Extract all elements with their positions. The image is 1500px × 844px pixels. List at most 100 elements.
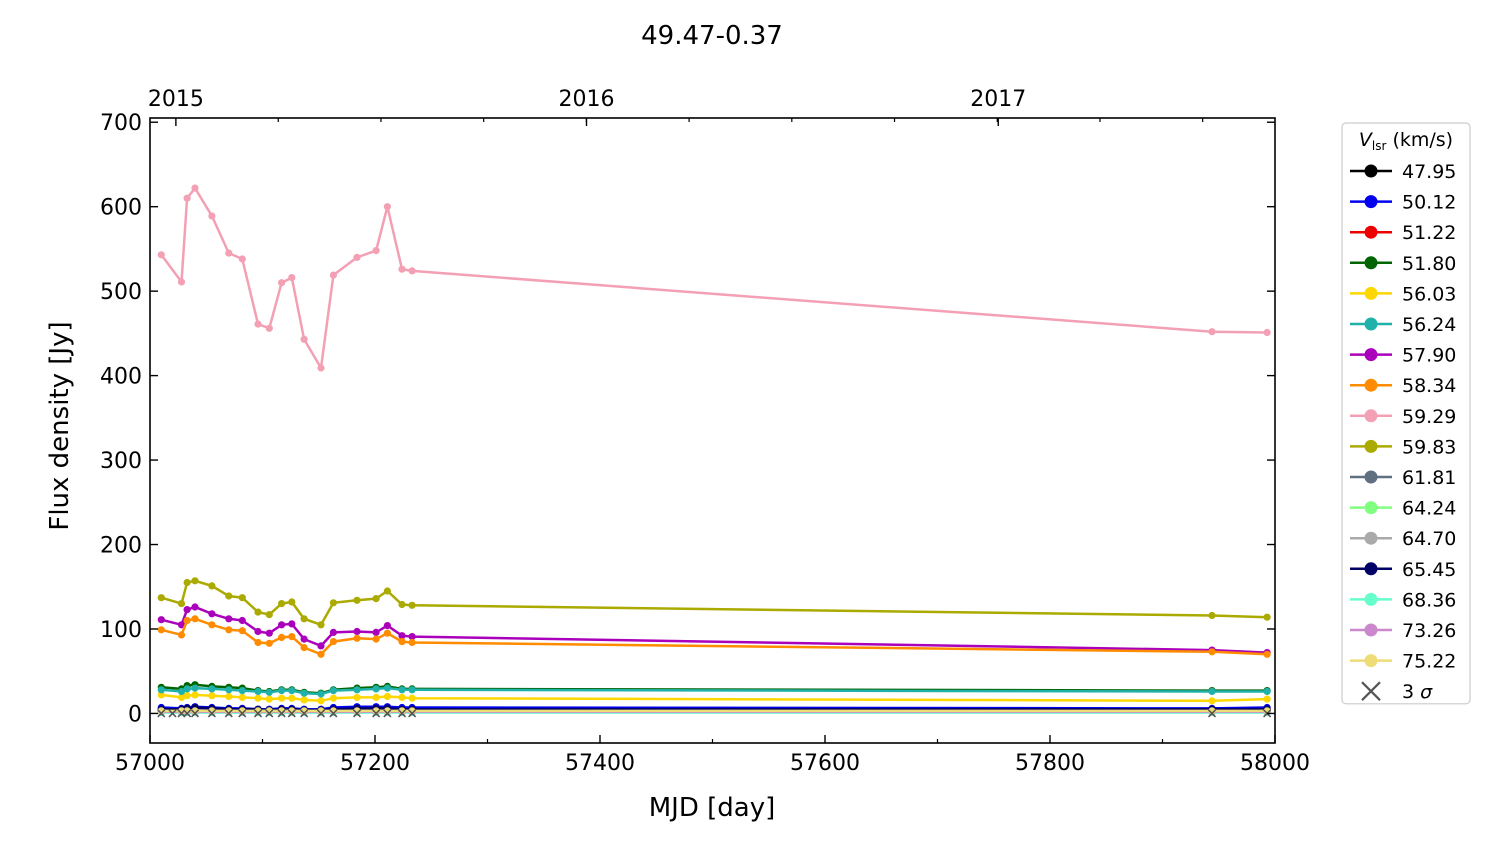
legend-marker: [1364, 531, 1378, 545]
data-point: [353, 693, 361, 702]
data-point: [1263, 695, 1271, 703]
data-point: [225, 692, 233, 701]
legend-entry-label: 73.26: [1402, 620, 1456, 642]
data-point: [1263, 613, 1271, 621]
data-point: [372, 693, 380, 702]
data-point: [157, 616, 165, 624]
upper-limit-marker: [372, 709, 381, 718]
upper-limit-stroke: [190, 709, 200, 718]
data-point: [408, 638, 416, 647]
upper-limit-marker: [224, 709, 233, 718]
legend-entry-label: 68.36: [1402, 589, 1456, 611]
data-point: [278, 621, 286, 629]
x-tick-label: 57400: [565, 751, 635, 776]
data-point: [177, 278, 186, 286]
data-point: [317, 697, 325, 705]
data-point: [398, 638, 406, 646]
series-line-59.83: [160, 579, 1268, 627]
data-point: [191, 577, 199, 585]
data-point: [300, 689, 308, 697]
data-point: [398, 686, 406, 694]
data-point: [288, 633, 296, 641]
data-point: [317, 364, 325, 372]
series-line-56.03: [161, 693, 1268, 703]
data-point: [408, 601, 416, 609]
legend-entry-label: 58.34: [1402, 375, 1456, 397]
legend-entry-label: 51.22: [1402, 222, 1456, 244]
upper-limit-marker: [287, 709, 296, 718]
y-tick-label: 0: [128, 702, 142, 727]
data-point: [329, 599, 337, 607]
upper-limit-marker: [238, 709, 247, 718]
data-point: [329, 694, 337, 702]
data-point: [225, 249, 233, 257]
data-point: [1263, 328, 1271, 337]
upper-limit-marker: [190, 709, 200, 718]
data-point: [191, 691, 199, 699]
x-tick-label: 58000: [1240, 751, 1310, 776]
data-point: [191, 603, 199, 611]
data-point: [353, 686, 361, 694]
data-point: [329, 628, 337, 637]
legend-entry-label: 57.90: [1402, 345, 1456, 367]
legend-limit-num: 3: [1402, 681, 1420, 703]
data-point: [183, 692, 191, 700]
upper-limit-stroke: [352, 709, 362, 718]
data-point: [191, 615, 199, 623]
data-point: [208, 685, 216, 693]
data-point: [288, 598, 296, 606]
upper-limit-marker: [408, 709, 417, 718]
upper-limit-marker: [183, 709, 192, 718]
data-point: [183, 685, 191, 693]
upper-limit-stroke: [277, 709, 286, 718]
data-point: [1208, 611, 1216, 620]
data-point: [353, 627, 361, 636]
upper-limit-stroke: [300, 709, 309, 718]
legend-marker: [1364, 592, 1378, 606]
legend-entry-label: 50.12: [1402, 192, 1456, 214]
data-point: [372, 595, 380, 603]
data-point: [372, 635, 380, 643]
upper-limit-stroke: [183, 709, 192, 718]
data-point: [191, 184, 199, 192]
y-tick-label: 600: [100, 196, 142, 221]
data-point: [183, 578, 191, 587]
data-point: [254, 694, 262, 702]
x-tick-label: 57800: [1015, 751, 1085, 776]
data-point: [208, 610, 216, 618]
legend-entry-label: 56.03: [1402, 283, 1456, 305]
data-point: [383, 684, 391, 692]
x-axis-label: MJD [day]: [649, 793, 776, 823]
data-point: [254, 687, 262, 696]
legend-entry-label: 75.22: [1402, 651, 1456, 673]
data-point: [408, 686, 416, 694]
upper-limit-stroke: [408, 709, 417, 718]
legend-limit-stroke: [1361, 681, 1381, 701]
top-tick-label: 2016: [559, 87, 615, 112]
upper-limit-marker: [300, 709, 309, 718]
legend-marker: [1364, 654, 1378, 668]
upper-limit-marker: [277, 709, 286, 718]
upper-limit-stroke: [316, 709, 326, 718]
data-point: [278, 687, 286, 695]
data-point: [329, 687, 337, 695]
data-point: [1263, 650, 1271, 658]
data-point: [317, 621, 325, 629]
data-point: [1263, 687, 1271, 696]
data-point: [300, 644, 308, 652]
legend-marker: [1364, 164, 1378, 178]
data-point: [278, 600, 286, 608]
data-point: [278, 633, 286, 642]
data-point: [372, 685, 380, 693]
data-point: [383, 587, 391, 595]
data-point: [157, 691, 165, 699]
data-point: [288, 694, 296, 702]
data-point: [254, 627, 262, 636]
upper-limit-marker: [1207, 709, 1217, 718]
legend-entry-label: 61.81: [1402, 467, 1456, 489]
data-point: [183, 606, 191, 614]
legend-marker: [1364, 256, 1378, 270]
data-point: [398, 693, 406, 702]
data-point: [317, 642, 325, 650]
series-line-59.29: [160, 185, 1268, 372]
